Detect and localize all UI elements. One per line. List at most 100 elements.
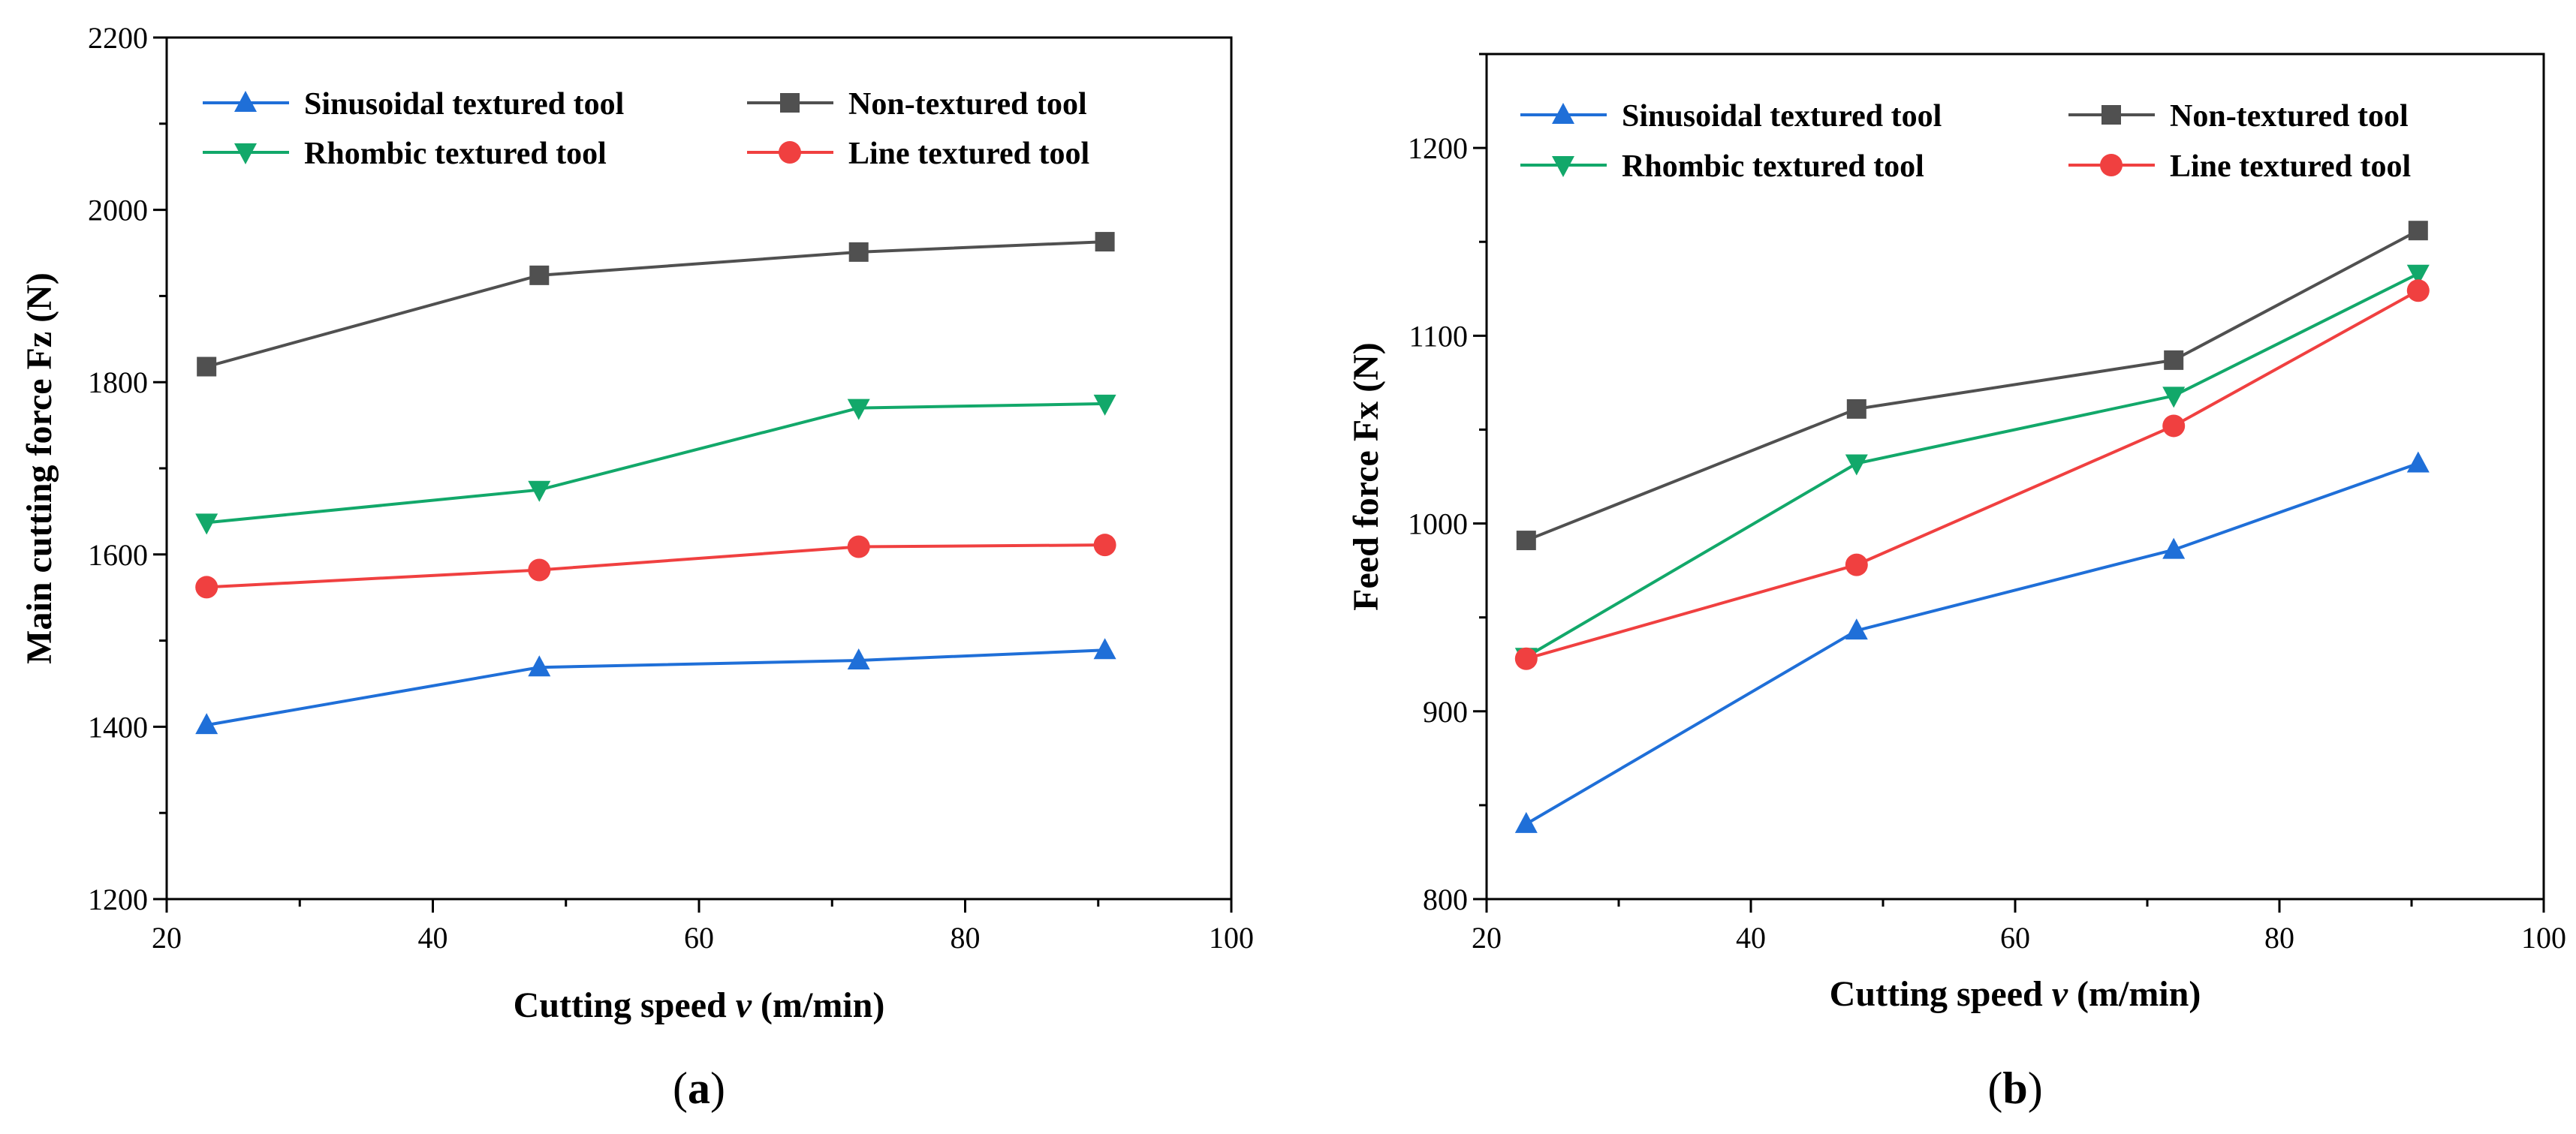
y-tick-label: 1200 [1408,131,1468,165]
panel-label-close: ) [710,1063,725,1113]
legend-label: Non-textured tool [2170,99,2409,134]
data-point [1845,618,1868,640]
panel-label: (b) [1987,1063,2042,1113]
y-axis-title: Main cutting force Fz (N) [20,272,59,664]
legend-label: Line textured tool [2170,149,2411,184]
x-axis-title: Cutting speed v (m/min) [1830,974,2201,1014]
series-line [1525,272,2419,658]
y-tick-label: 1800 [88,365,148,399]
series-3 [195,394,1116,535]
data-point [848,242,869,262]
legend-label: Line textured tool [848,137,1089,171]
data-point [2164,350,2184,370]
legend-item: Non-textured tool [2068,99,2409,134]
data-point [1093,638,1116,660]
legend-item: Rhombic textured tool [203,137,607,171]
x-axis-title-variable: v [2052,974,2068,1014]
data-point [2406,451,2430,473]
legend-label: Sinusoidal textured tool [1622,99,1942,134]
legend-item: Sinusoidal textured tool [203,87,624,122]
x-axis-title: Cutting speed v (m/min) [514,985,885,1025]
panel-label-letter: a [688,1063,710,1113]
x-tick-label: 80 [2264,921,2294,955]
y-tick-label: 2200 [88,21,148,55]
series-2 [1516,221,2428,551]
data-point [195,513,218,535]
data-point [1093,394,1116,416]
data-point [1846,399,1866,419]
series-line [1526,289,2419,660]
y-tick-label: 1400 [88,710,148,744]
panel-label-open: ( [673,1063,688,1113]
legend-marker [234,91,257,112]
data-point [529,265,550,285]
legend-item: Line textured tool [2068,149,2411,184]
data-point [847,648,870,670]
legend-marker [1552,103,1574,124]
series-line [206,648,1105,727]
series-1 [1514,451,2430,833]
x-tick-label: 60 [684,921,714,955]
series-2 [197,232,1115,377]
x-axis-title-variable: v [736,985,752,1025]
series-line [206,543,1105,589]
legend-item: Line textured tool [747,137,1089,171]
x-axis-title-text: Cutting speed [1830,974,2052,1014]
y-tick-label: 1000 [1408,507,1468,541]
y-tick-label: 1100 [1409,319,1468,353]
data-point [1514,811,1538,833]
legend-label: Non-textured tool [848,87,1087,122]
x-tick-label: 20 [152,921,182,955]
y-tick-label: 1200 [88,883,148,916]
legend-marker [2100,154,2123,176]
x-tick-label: 100 [2521,921,2566,955]
x-axis-title-unit: (m/min) [752,985,884,1025]
x-tick-label: 60 [2000,921,2030,955]
series-line [1525,462,2419,826]
y-tick-label: 800 [1423,883,1468,916]
data-point [1845,454,1868,476]
panel-label-close: ) [2028,1063,2043,1113]
series-line [1526,229,2419,542]
x-tick-label: 80 [951,921,981,955]
y-tick-label: 1600 [88,538,148,572]
series-line [206,402,1105,525]
legend-marker [234,143,257,164]
legend-item: Non-textured tool [747,87,1087,122]
legend-item: Sinusoidal textured tool [1520,99,1942,134]
data-point [847,399,870,420]
series-line [206,240,1105,368]
data-point [197,356,217,377]
data-point [1514,647,1538,670]
chart-b: 20 40 60 80 100 800 900 1000 1100 1200 Sinusoidal … [1346,53,2566,1113]
series-1 [195,638,1116,735]
panel-label-open: ( [1987,1063,2002,1113]
x-axis-title-unit: (m/min) [2068,974,2201,1014]
x-tick-label: 40 [1736,921,1766,955]
x-tick-label: 20 [1472,921,1502,955]
data-point [528,558,551,582]
legend-marker [2101,105,2121,125]
data-point [2406,264,2430,286]
x-axis-title-text: Cutting speed [514,985,736,1025]
data-point [195,576,218,599]
data-point [2408,221,2428,241]
series-3 [1514,264,2430,669]
legend-marker [779,141,801,164]
legend-marker [1552,156,1574,177]
panel-label: (a) [673,1063,725,1113]
data-point [2406,279,2430,302]
y-tick-label: 2000 [88,194,148,227]
x-tick-label: 100 [1209,921,1254,955]
y-axis-title: Feed force Fx (N) [1346,342,1386,611]
data-point [1093,534,1116,557]
legend-label: Rhombic textured tool [304,137,607,171]
data-point [528,655,551,677]
data-point [1095,232,1115,252]
legend-label: Rhombic textured tool [1622,149,1924,184]
data-point [528,480,551,502]
panel-label-letter: b [2002,1063,2027,1113]
legend-marker [780,93,800,113]
series-4 [1514,279,2430,670]
